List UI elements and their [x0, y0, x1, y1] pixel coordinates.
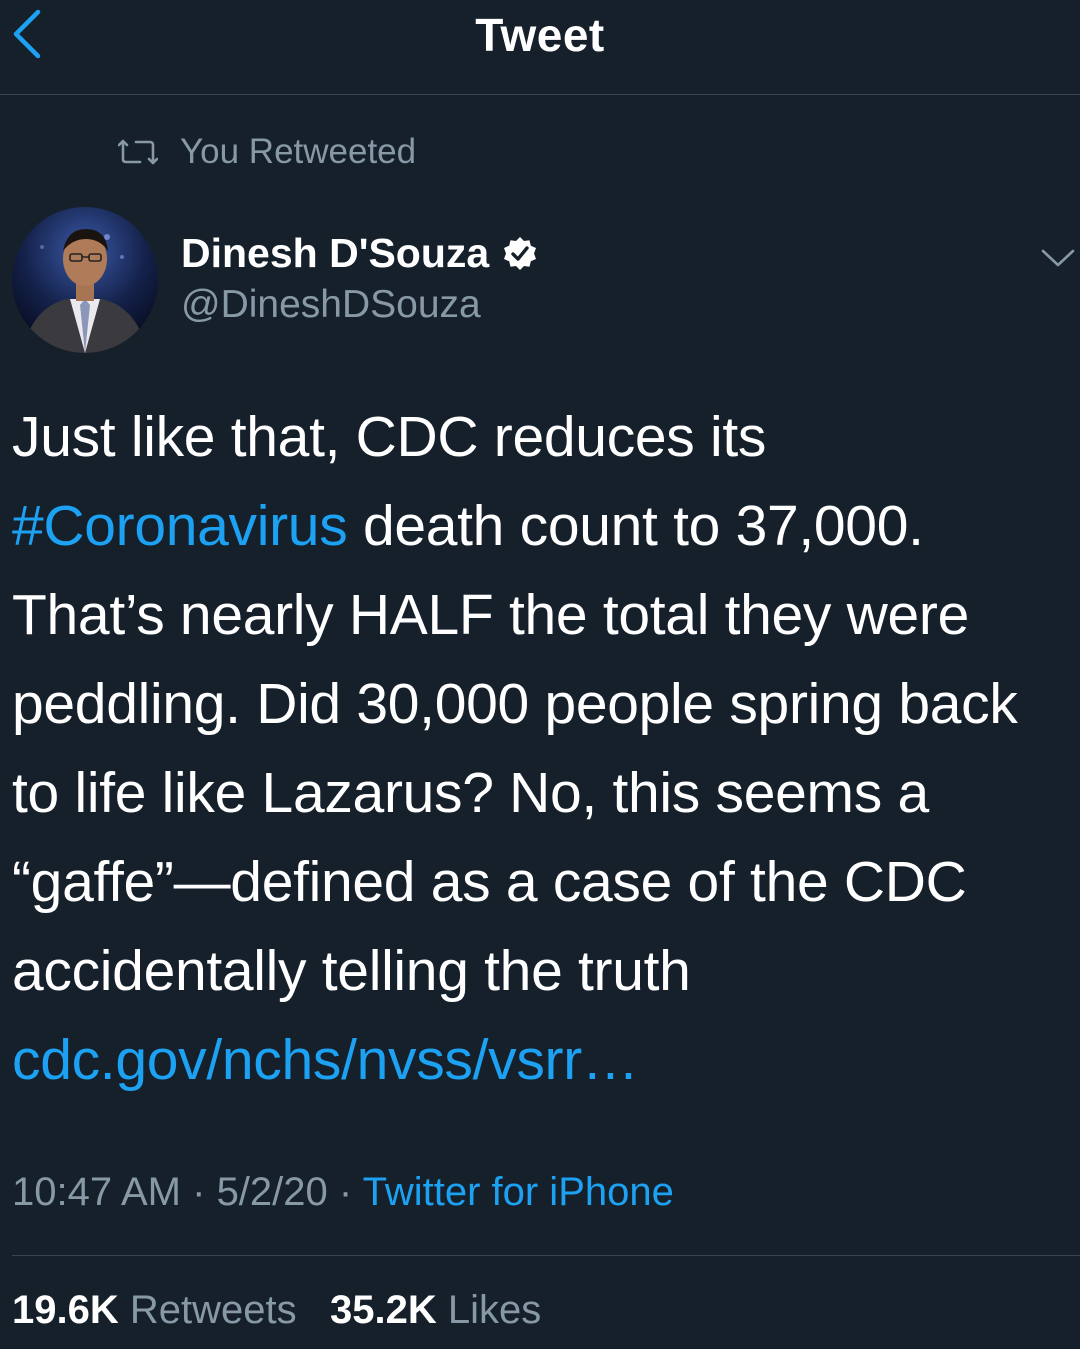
retweets-label: Retweets: [129, 1288, 297, 1332]
tweet-text: Just like that, CDC reduces its #Coronav…: [12, 393, 1074, 1105]
tweet-stats: 19.6K Retweets 35.2K Likes: [12, 1288, 541, 1333]
tweet-text-part: Just like that, CDC reduces its: [12, 405, 767, 469]
likes-label: Likes: [447, 1288, 542, 1332]
likes-stat[interactable]: 35.2K Likes: [330, 1288, 541, 1332]
retweets-stat[interactable]: 19.6K Retweets: [12, 1288, 297, 1332]
verified-badge-icon: [501, 235, 539, 273]
tweet-time: 10:47 AM: [12, 1170, 182, 1214]
page-title: Tweet: [475, 9, 605, 61]
avatar[interactable]: [12, 207, 158, 353]
tweet-date: 5/2/20: [216, 1170, 328, 1214]
author-name[interactable]: Dinesh D'Souza: [181, 230, 539, 277]
tweet-text-part: death count to 37,000. That’s nearly HAL…: [12, 494, 1018, 1003]
divider: [12, 1255, 1080, 1256]
meta-separator: ·: [181, 1170, 217, 1214]
author-handle[interactable]: @DineshDSouza: [181, 283, 481, 326]
tweet-meta: 10:47 AM · 5/2/20 · Twitter for iPhone: [12, 1170, 674, 1215]
retweet-context[interactable]: You Retweeted: [118, 130, 416, 174]
likes-count: 35.2K: [329, 1288, 437, 1332]
chevron-left-icon: [13, 9, 41, 59]
meta-separator: ·: [327, 1170, 363, 1214]
author-display-name: Dinesh D'Souza: [181, 230, 490, 276]
hashtag-link[interactable]: #Coronavirus: [12, 494, 348, 558]
top-nav-bar: Tweet: [0, 0, 1080, 95]
chevron-down-icon: [1041, 249, 1075, 267]
back-button[interactable]: [4, 6, 48, 62]
tweet-source-link[interactable]: Twitter for iPhone: [362, 1170, 674, 1214]
retweets-count: 19.6K: [12, 1288, 119, 1332]
retweet-icon: [118, 137, 158, 167]
tweet-options-button[interactable]: [1038, 238, 1078, 278]
url-link[interactable]: cdc.gov/nchs/nvss/vsrr…: [12, 1028, 639, 1092]
retweet-context-label: You Retweeted: [180, 132, 417, 171]
